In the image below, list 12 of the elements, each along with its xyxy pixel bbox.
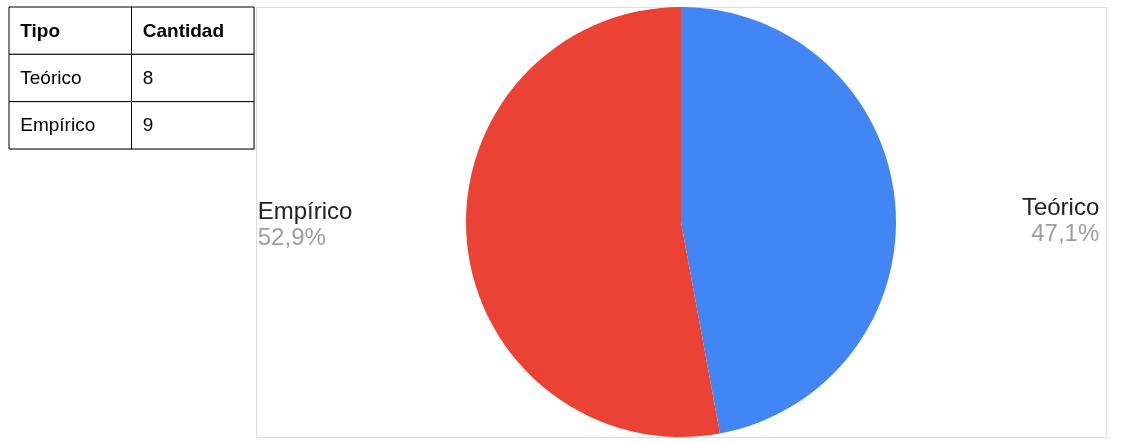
text: Cantidad [142, 19, 225, 41]
text: Teórico [20, 67, 82, 88]
slice-label: Empírico [257, 197, 353, 225]
text: 8 [142, 67, 154, 88]
text: Empírico [20, 114, 96, 136]
text: Tipo [20, 19, 61, 41]
data-label: 52,9% [257, 223, 326, 251]
data-label: 47,1% [1031, 218, 1100, 246]
text: 9 [142, 114, 154, 136]
pie-slice [681, 7, 896, 434]
pie-slice [466, 7, 720, 437]
slice-label: Teórico [1021, 192, 1100, 220]
